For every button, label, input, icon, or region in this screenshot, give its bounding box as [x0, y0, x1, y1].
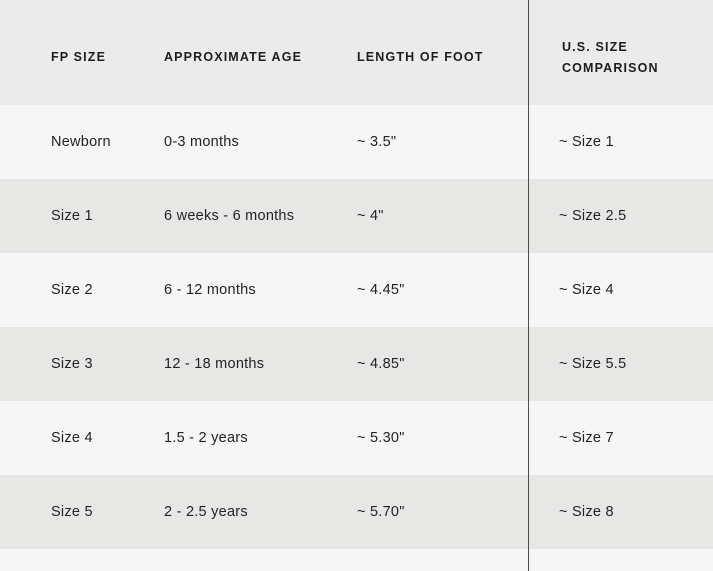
cell-length-of-foot: ~ 5.30"	[357, 430, 405, 446]
table-row: Size 5 2 - 2.5 years ~ 5.70" ~ Size 8	[0, 475, 713, 549]
table-body: Newborn 0-3 months ~ 3.5" ~ Size 1 Size …	[0, 105, 713, 549]
cell-fp-size: Size 5	[51, 504, 93, 520]
column-header-fp-size: FP Size	[51, 50, 107, 64]
column-header-length-of-foot: Length of Foot	[357, 50, 484, 64]
cell-fp-size: Newborn	[51, 134, 111, 150]
cell-approximate-age: 0-3 months	[164, 134, 240, 150]
table-header-row: FP Size Approximate Age Length of Foot U…	[0, 0, 713, 105]
cell-fp-size: Size 3	[51, 356, 93, 372]
table-row: Size 4 1.5 - 2 years ~ 5.30" ~ Size 7	[0, 401, 713, 475]
cell-fp-size: Size 2	[51, 282, 93, 298]
cell-us-size: ~ Size 1	[559, 134, 614, 150]
table-row: Size 1 6 weeks - 6 months ~ 4" ~ Size 2.…	[0, 179, 713, 253]
cell-approximate-age: 12 - 18 months	[164, 356, 265, 372]
cell-length-of-foot: ~ 5.70"	[357, 504, 405, 520]
cell-us-size: ~ Size 2.5	[559, 208, 627, 224]
cell-us-size: ~ Size 8	[559, 504, 614, 520]
cell-approximate-age: 1.5 - 2 years	[164, 430, 248, 446]
table-row: Size 2 6 - 12 months ~ 4.45" ~ Size 4	[0, 253, 713, 327]
cell-approximate-age: 2 - 2.5 years	[164, 504, 248, 520]
cell-fp-size: Size 1	[51, 208, 93, 224]
cell-length-of-foot: ~ 4.45"	[357, 282, 405, 298]
cell-us-size: ~ Size 5.5	[559, 356, 627, 372]
cell-fp-size: Size 4	[51, 430, 93, 446]
cell-length-of-foot: ~ 3.5"	[357, 134, 397, 150]
cell-us-size: ~ Size 4	[559, 282, 614, 298]
column-header-us-size-comparison: U.S. Size Comparison	[562, 40, 659, 75]
table-row: Size 3 12 - 18 months ~ 4.85" ~ Size 5.5	[0, 327, 713, 401]
column-divider-line	[528, 0, 529, 571]
table-row: Newborn 0-3 months ~ 3.5" ~ Size 1	[0, 105, 713, 179]
cell-approximate-age: 6 weeks - 6 months	[164, 208, 295, 224]
cell-length-of-foot: ~ 4.85"	[357, 356, 405, 372]
cell-approximate-age: 6 - 12 months	[164, 282, 256, 298]
column-header-approximate-age: Approximate Age	[164, 50, 303, 64]
cell-length-of-foot: ~ 4"	[357, 208, 384, 224]
cell-us-size: ~ Size 7	[559, 430, 614, 446]
